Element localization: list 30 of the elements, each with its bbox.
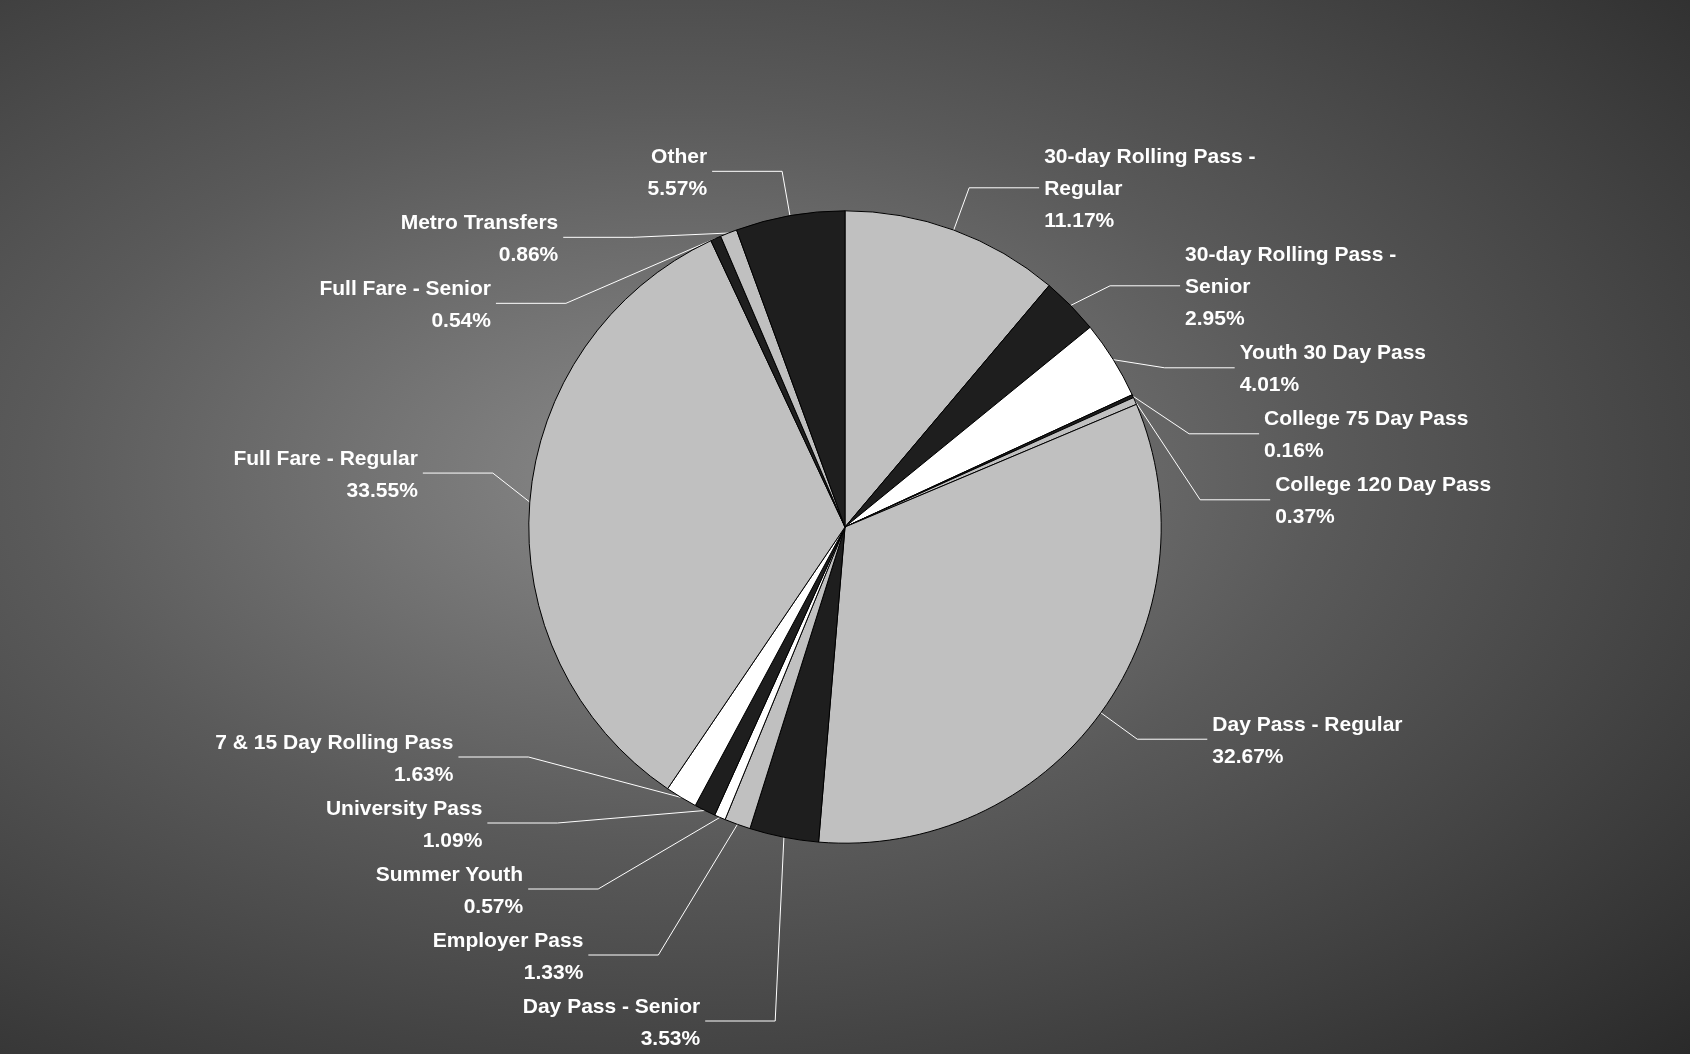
slice-label: University Pass <box>325 795 483 819</box>
data-label: 1.33% <box>523 959 584 983</box>
data-label: 0.16% <box>1264 438 1324 462</box>
data-label: 33.55% <box>346 477 419 501</box>
data-label: 0.54% <box>431 307 492 331</box>
slice-label: Other <box>651 143 708 167</box>
slice-label: College 75 Day Pass <box>1264 406 1469 430</box>
slice-label: 30-day Rolling Pass - Regular <box>1044 144 1262 200</box>
data-label: 32.67% <box>1212 743 1284 767</box>
data-label: 3.53% <box>640 1025 701 1049</box>
data-label: 1.09% <box>422 827 483 851</box>
slice-label: Full Fare - Regular <box>233 445 418 469</box>
data-label: 5.57% <box>647 175 708 199</box>
slice-label: Full Fare - Senior <box>319 275 491 299</box>
slice-label: College 120 Day Pass <box>1275 472 1492 496</box>
slice-label: Metro Transfers <box>400 209 559 233</box>
slice-label: 7 & 15 Day Rolling Pass <box>215 729 454 753</box>
data-label: 2.95% <box>1185 306 1245 330</box>
slice-label: 30-day Rolling Pass - Senior <box>1185 242 1403 298</box>
slice-label: Day Pass - Regular <box>1212 711 1403 735</box>
data-label: 11.17% <box>1044 208 1115 232</box>
slice-label: Youth 30 Day Pass <box>1239 340 1427 364</box>
data-label: 4.01% <box>1239 372 1300 396</box>
slice-label: Summer Youth <box>375 861 524 885</box>
slice-label: Employer Pass <box>432 927 584 951</box>
slice-label: Day Pass - Senior <box>522 993 701 1017</box>
data-label: 0.57% <box>463 893 524 917</box>
data-label: 0.86% <box>498 241 559 265</box>
data-label: 1.63% <box>393 761 454 785</box>
data-label: 0.37% <box>1275 504 1336 528</box>
